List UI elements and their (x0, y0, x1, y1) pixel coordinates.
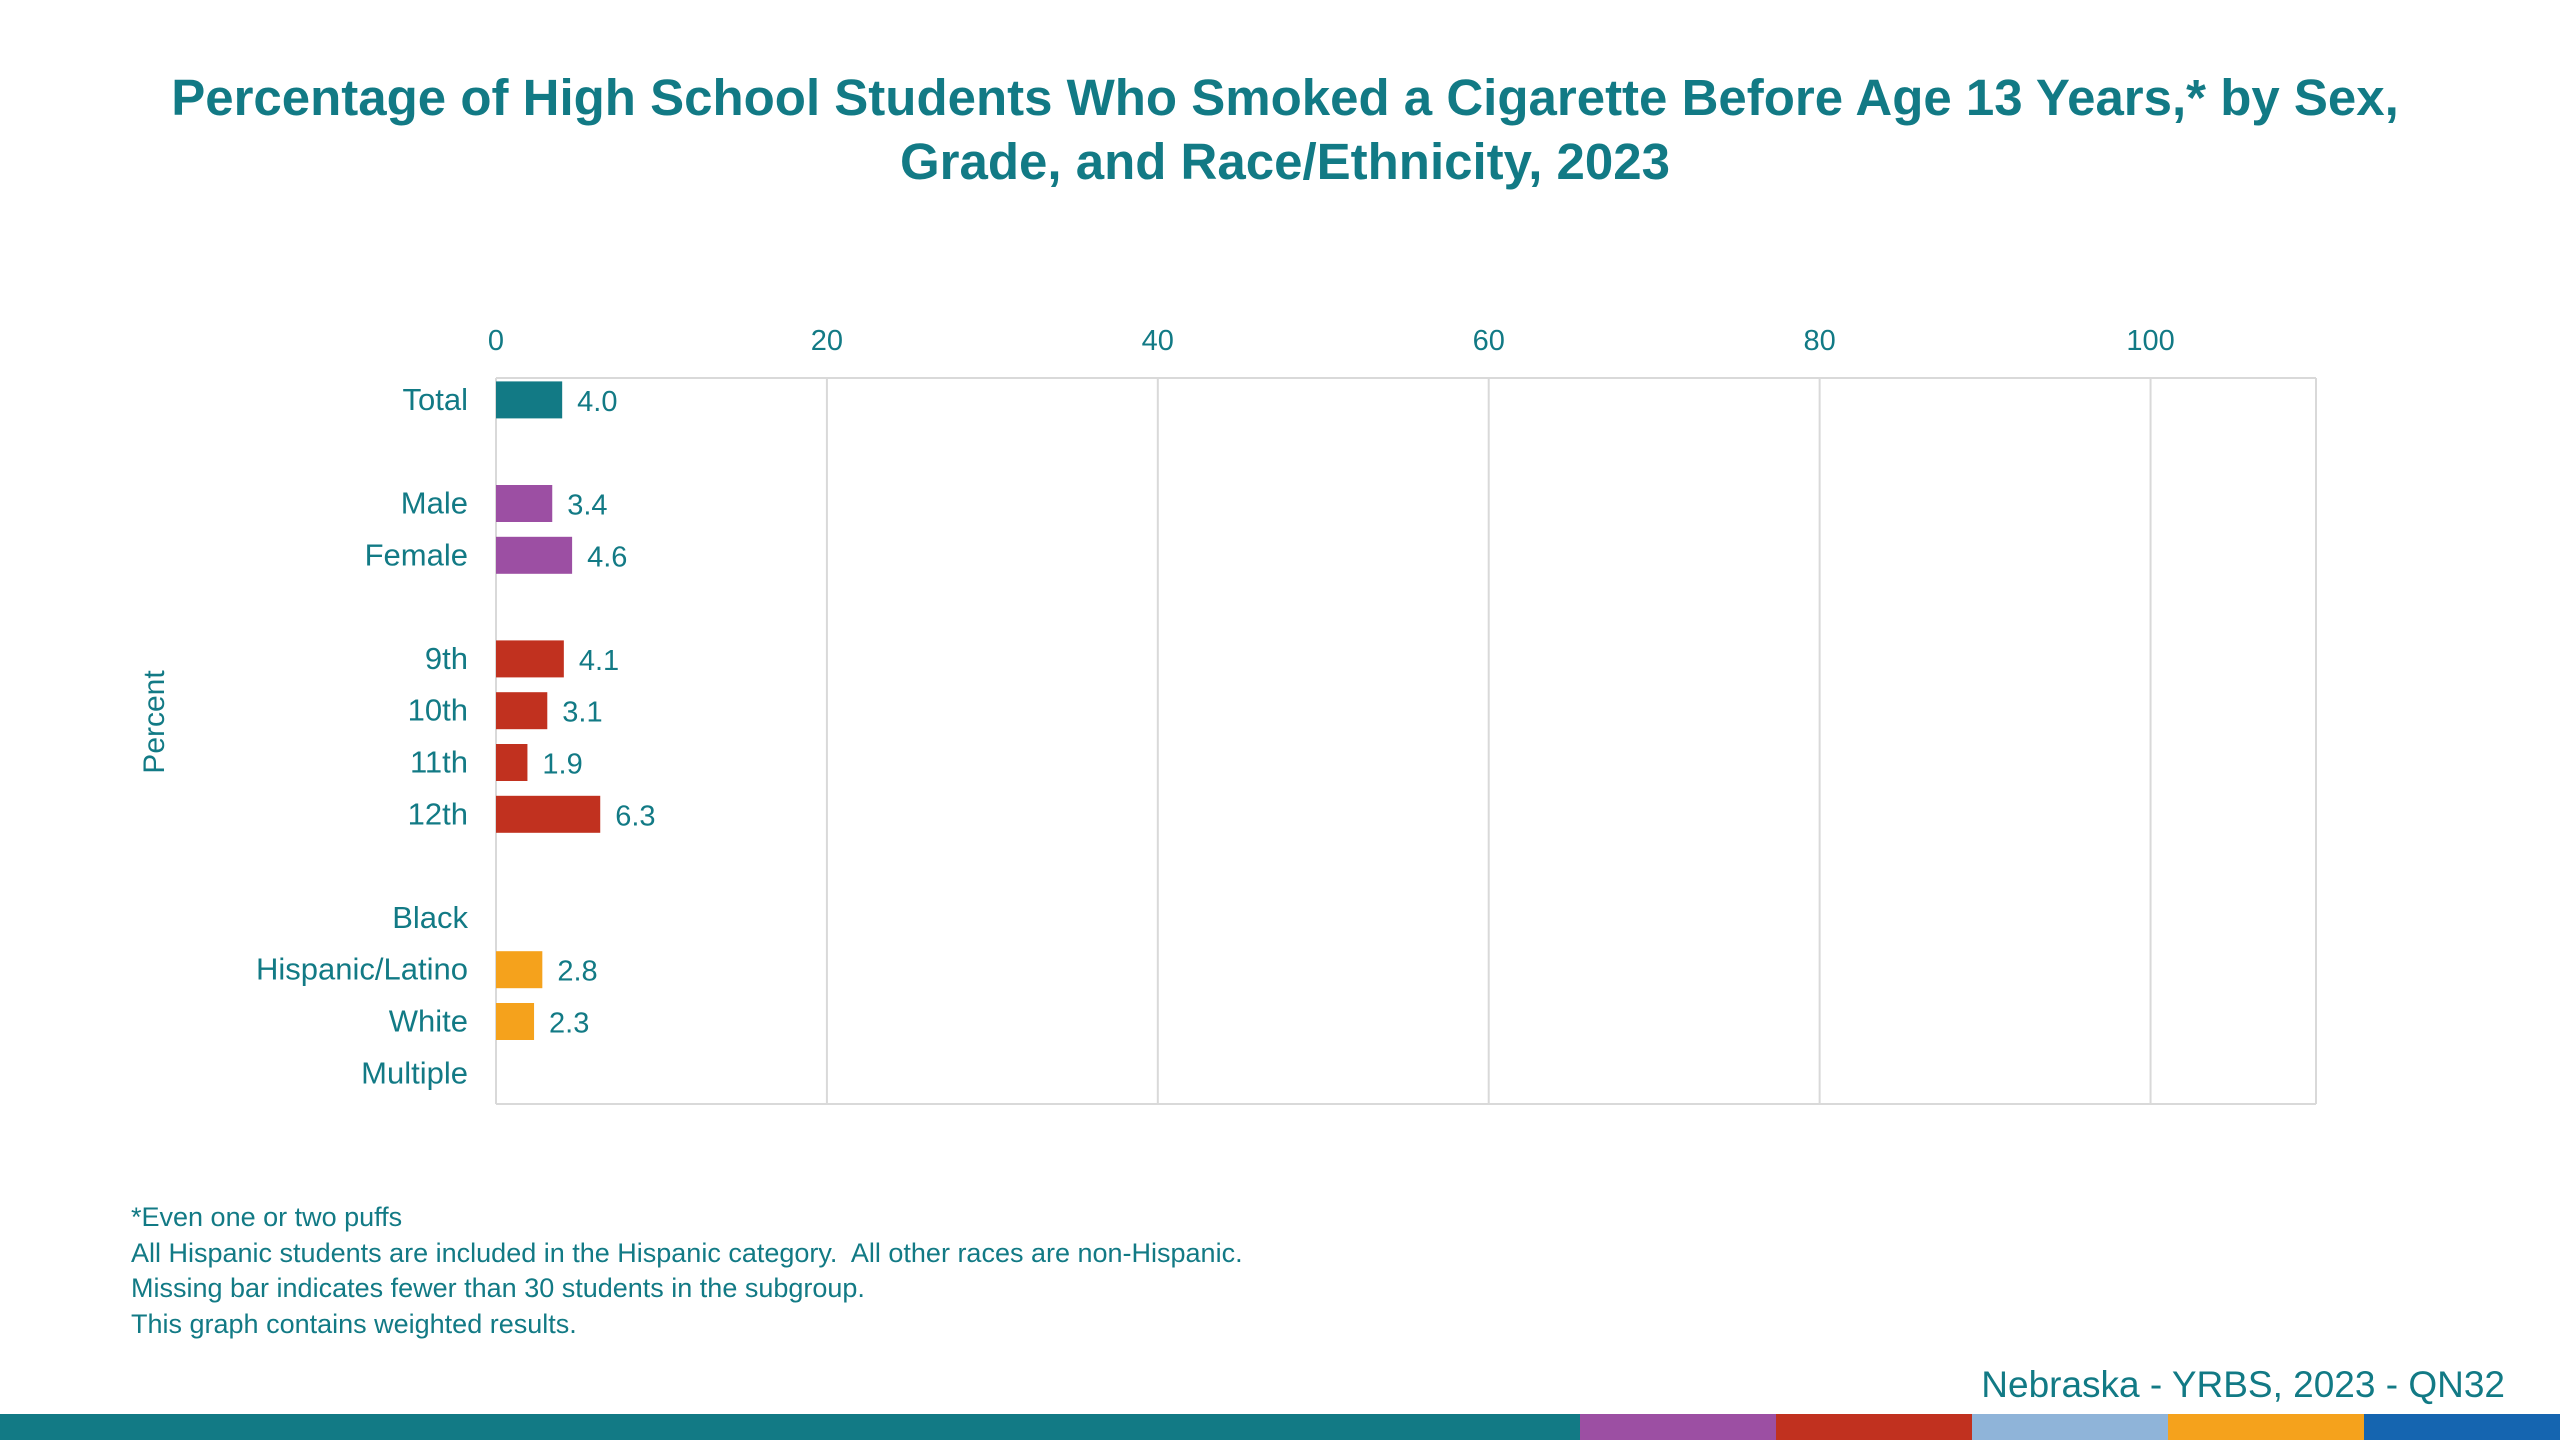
x-tick-label: 0 (488, 325, 504, 357)
data-label: 2.8 (557, 956, 597, 988)
value-labels: 4.0 3.4 4.6 4.1 3.1 1.9 6.3 2.8 2.3 (542, 386, 655, 1040)
data-label: 4.0 (577, 386, 617, 418)
grid-lines (495, 377, 2317, 1105)
footnote-line: Missing bar indicates fewer than 30 stud… (131, 1273, 865, 1303)
bar (496, 795, 601, 833)
stripe-segment (1972, 1414, 2168, 1440)
x-tick-label: 100 (2126, 325, 2174, 357)
bar (496, 744, 528, 781)
bar (496, 1003, 535, 1040)
footer-color-stripe (0, 1414, 2560, 1440)
stripe-segment (1776, 1414, 1972, 1440)
category-label: Multiple (361, 1055, 468, 1090)
bar (496, 951, 543, 989)
chart-title: Percentage of High School Students Who S… (171, 69, 2399, 190)
category-label: 9th (425, 641, 468, 676)
bars (496, 381, 601, 1040)
data-label: 2.3 (549, 1008, 589, 1040)
stripe-segment (2168, 1414, 2364, 1440)
x-tick-label: 60 (1473, 325, 1505, 357)
x-tick-label: 40 (1142, 325, 1174, 357)
category-label: 10th (408, 693, 468, 728)
data-label: 4.6 (587, 541, 627, 573)
y-axis-label: Percent (138, 670, 171, 774)
stripe-segment (0, 1414, 1580, 1440)
bar (496, 536, 573, 574)
footnotes: *Even one or two puffs All Hispanic stud… (131, 1200, 1243, 1342)
category-label: Hispanic/Latino (256, 952, 468, 987)
category-label: Male (401, 486, 468, 521)
stripe-segment (1580, 1414, 1776, 1440)
category-label: Female (365, 537, 468, 572)
data-label: 4.1 (579, 645, 619, 677)
x-tick-label: 80 (1804, 325, 1836, 357)
data-label: 3.1 (562, 697, 602, 729)
footnote-line: *Even one or two puffs (131, 1202, 403, 1232)
category-label: Black (392, 900, 468, 935)
bar (496, 381, 563, 419)
data-label: 3.4 (567, 490, 607, 522)
x-axis-ticks: 0 20 40 60 80 100 (488, 325, 2175, 357)
data-label: 6.3 (615, 800, 655, 832)
category-labels: Total Male Female 9th 10th 11th 12th Black Hispa… (256, 382, 468, 1090)
footnote-line: All Hispanic students are included in th… (131, 1237, 1243, 1268)
bar (496, 640, 564, 678)
bar (496, 692, 548, 730)
bar (496, 485, 553, 522)
category-label: Total (403, 382, 468, 417)
category-label: 11th (410, 745, 468, 780)
category-label: 12th (408, 796, 468, 831)
data-label: 1.9 (542, 749, 582, 781)
category-label: White (389, 1004, 468, 1039)
footnote-line: This graph contains weighted results. (131, 1308, 577, 1339)
stripe-segment (2364, 1414, 2560, 1440)
source-label: Nebraska - YRBS, 2023 - QN32 (1981, 1364, 2505, 1405)
x-tick-label: 20 (811, 325, 843, 357)
